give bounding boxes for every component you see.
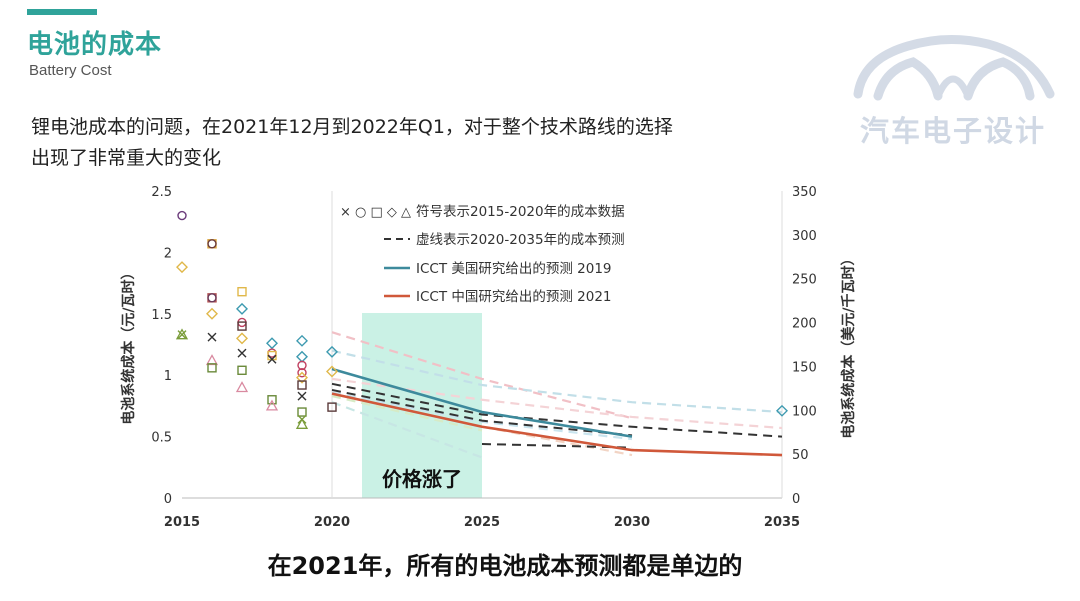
y-tick-label: 0.5 [151, 431, 172, 446]
slide-title: 电池的成本 [27, 30, 163, 60]
forecast-dashed-line-1 [331, 388, 633, 437]
body-line-1: 锂电池成本的问题，在2021年12月到2022年Q1，对于整个技术路线的选择 [31, 116, 673, 138]
y2-tick-label: 200 [792, 317, 817, 332]
y-tick-label: 0 [164, 492, 172, 507]
x-tick-label: 2020 [314, 515, 350, 530]
series-line-cn [331, 392, 783, 457]
legend-entry-label: 虚线表示2020-2035年的成本预测 [416, 232, 625, 248]
data-point-3 [175, 328, 189, 340]
data-point-16 [236, 332, 248, 345]
body-paragraph: 锂电池成本的问题，在2021年12月到2022年Q1，对于整个技术路线的选择 出… [31, 112, 791, 174]
y2-tick-label: 300 [792, 229, 817, 244]
data-point-13 [236, 302, 248, 315]
data-point-12 [237, 286, 247, 297]
y2-tick-label: 0 [792, 492, 800, 507]
data-point-17 [237, 348, 247, 358]
data-point-25 [265, 399, 279, 411]
forecast-light-line-3 [331, 395, 483, 432]
y2-tick-label: 150 [792, 360, 817, 375]
legend-entry-label: ICCT 中国研究给出的预测 2021 [416, 289, 612, 305]
data-point-29 [297, 368, 307, 378]
y2-tick-label: 350 [792, 185, 817, 200]
data-point-38 [327, 402, 337, 412]
data-point-27 [296, 350, 308, 363]
data-point-5 [207, 239, 217, 249]
series-line-us [331, 367, 633, 438]
data-point-2 [177, 330, 187, 340]
legend-entry-label: ICCT 美国研究给出的预测 2019 [416, 261, 612, 277]
y2-tick-label: 50 [792, 448, 809, 463]
data-point-10 [205, 354, 219, 366]
y-tick-label: 1 [164, 369, 172, 384]
data-point-39 [776, 404, 788, 417]
data-point-31 [297, 380, 307, 390]
forecast-light-line-1 [331, 349, 783, 414]
data-point-26 [296, 334, 308, 347]
y-tick-label: 2.5 [151, 185, 172, 200]
y-axis-label: 电池系统成本（元/瓦时） [120, 265, 137, 424]
video-caption: 在2021年，所有的电池成本预测都是单边的 [267, 552, 743, 580]
y2-tick-label: 250 [792, 273, 817, 288]
legend-entry-label: 符号表示2015-2020年的成本数据 [416, 204, 625, 220]
data-point-24 [267, 395, 277, 405]
data-point-15 [237, 321, 247, 331]
title-accent-bar [27, 9, 97, 15]
highlight-label: 价格涨了 [382, 467, 462, 491]
data-point-19 [235, 381, 249, 393]
data-point-0 [177, 210, 187, 221]
data-point-30 [296, 371, 308, 384]
data-point-8 [206, 307, 218, 320]
data-point-36 [326, 345, 338, 358]
y-tick-label: 1.5 [151, 308, 172, 323]
x-tick-label: 2015 [164, 515, 200, 530]
data-point-11 [207, 363, 217, 373]
data-point-35 [295, 417, 309, 429]
data-point-37 [326, 365, 338, 378]
body-line-2: 出现了非常重大的变化 [31, 147, 222, 169]
y2-axis-label: 电池系统成本（美元/千瓦时） [840, 251, 857, 438]
data-point-1 [176, 261, 188, 274]
data-point-9 [207, 332, 217, 342]
legend-symbols: × ○ □ ◇ △ [340, 205, 411, 220]
forecast-dashed-line-0 [331, 382, 783, 438]
data-point-32 [297, 391, 307, 401]
car-outline-logo-icon [853, 35, 1055, 101]
forecast-light-line-6 [481, 425, 633, 457]
forecast-light-line-5 [331, 401, 483, 459]
y-tick-label: 2 [164, 246, 172, 261]
data-point-18 [237, 365, 247, 375]
x-tick-label: 2025 [464, 515, 500, 530]
y2-tick-label: 100 [792, 404, 817, 419]
data-point-20 [266, 337, 278, 350]
x-tick-label: 2035 [764, 515, 800, 530]
forecast-light-line-0 [331, 331, 633, 420]
slide-subtitle: Battery Cost [29, 62, 112, 79]
x-tick-label: 2030 [614, 515, 650, 530]
forecast-light-line-4 [331, 391, 633, 441]
data-point-7 [207, 293, 217, 303]
logo-text: 汽车电子设计 [859, 114, 1046, 148]
data-point-23 [267, 354, 277, 364]
data-point-33 [297, 407, 307, 417]
